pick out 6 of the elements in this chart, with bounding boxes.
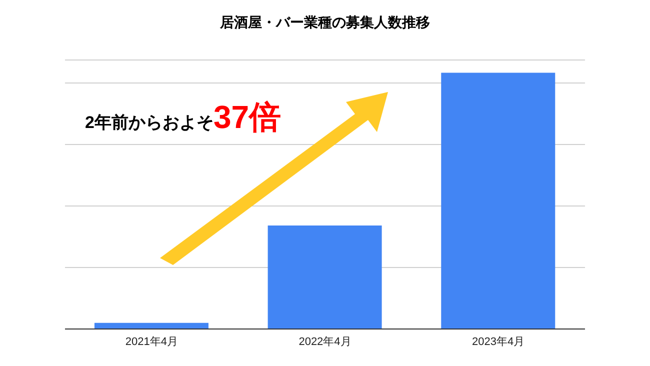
x-tick-label: 2021年4月 <box>125 336 178 348</box>
chart-title: 居酒屋・バー業種の募集人数推移 <box>218 14 431 32</box>
annotation: 37倍 <box>213 99 282 135</box>
x-tick-label: 2023年4月 <box>472 336 525 348</box>
annotation: 2年前からおよそ <box>85 113 214 132</box>
x-tick-label: 2022年4月 <box>298 336 352 348</box>
